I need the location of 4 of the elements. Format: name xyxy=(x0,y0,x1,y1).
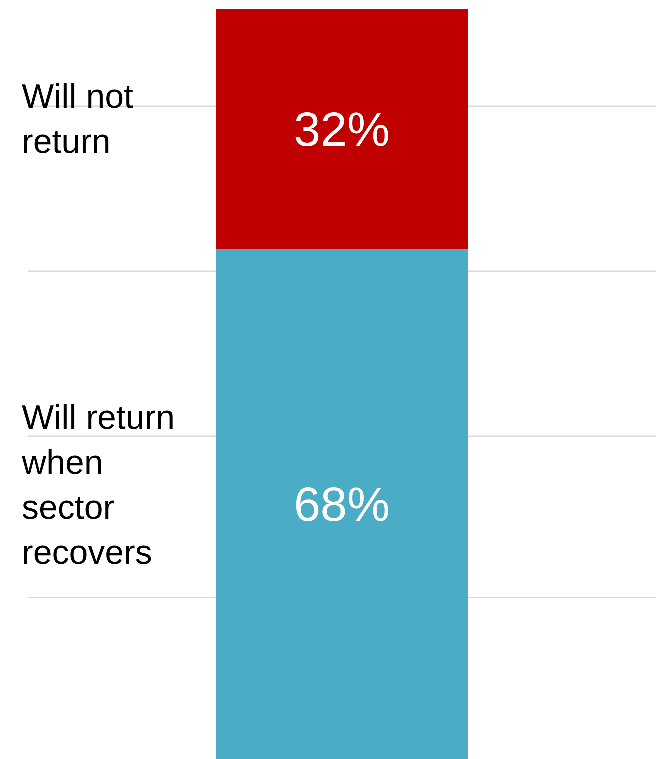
data-label: 68% xyxy=(294,479,390,532)
text: Will not return xyxy=(22,77,134,163)
data-label: 32% xyxy=(294,104,390,158)
series-label: Will return when sector recovers xyxy=(22,398,176,574)
